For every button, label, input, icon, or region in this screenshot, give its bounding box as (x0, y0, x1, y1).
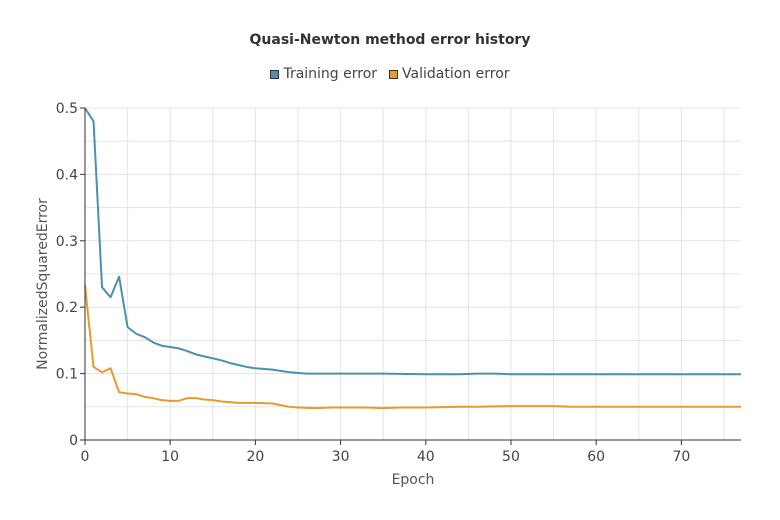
y-tick-label: 0.3 (56, 234, 78, 250)
x-tick-label: 20 (246, 449, 264, 465)
y-tick-label: 0.4 (56, 167, 78, 183)
legend-item-validation[interactable]: Validation error (389, 66, 510, 82)
grid-lines (85, 107, 741, 440)
chart-title: Quasi-Newton method error history (249, 32, 531, 48)
x-tick-label: 40 (417, 449, 435, 465)
x-tick-label: 30 (332, 449, 350, 465)
y-tick-label: 0.5 (56, 101, 78, 117)
axes (80, 107, 741, 445)
x-tick-label: 10 (161, 449, 179, 465)
legend-label-training: Training error (283, 66, 378, 82)
legend-item-training[interactable]: Training error (270, 66, 377, 82)
chart-legend: Training error Validation error (0, 66, 780, 82)
x-tick-label: 0 (81, 449, 90, 465)
x-tick-label: 50 (502, 449, 520, 465)
series-lines (84, 107, 741, 410)
y-axis-label: NormalizedSquaredError (35, 198, 51, 370)
x-axis-label: Epoch (392, 472, 435, 488)
y-tick-label: 0.2 (56, 300, 78, 316)
tick-labels: 0 10 20 30 40 50 60 70 0 0.1 0.2 0.3 0.4 0.5 (56, 101, 691, 465)
y-tick-label: 0.1 (56, 367, 78, 383)
series-line-validation (84, 285, 741, 410)
x-tick-label: 60 (587, 449, 605, 465)
y-tick-label: 0 (69, 433, 78, 449)
legend-swatch-validation (389, 69, 399, 79)
legend-swatch-training (270, 69, 280, 79)
legend-label-validation: Validation error (402, 66, 510, 82)
series-line-training (84, 107, 741, 376)
x-tick-label: 70 (672, 449, 690, 465)
